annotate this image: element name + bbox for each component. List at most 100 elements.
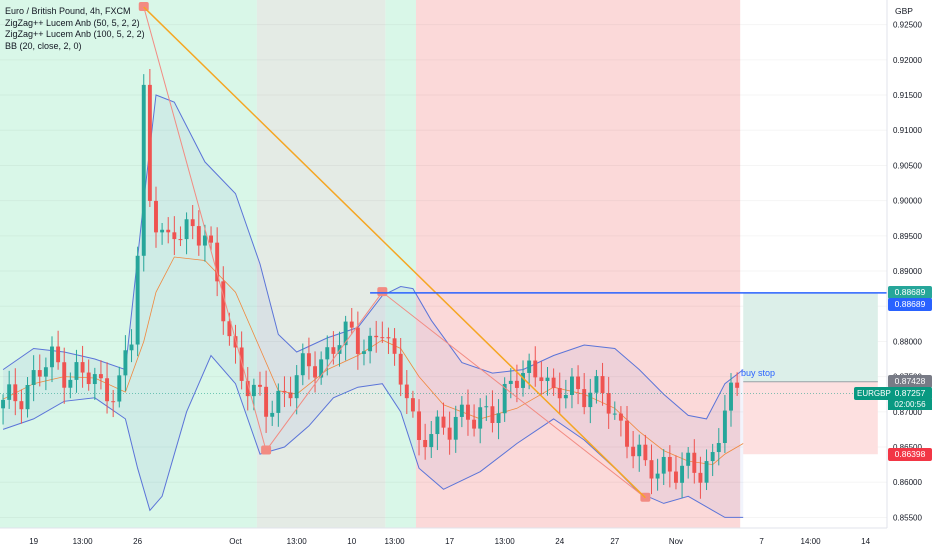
candle-body — [380, 337, 385, 339]
zone-gray — [256, 0, 386, 528]
candle-body — [276, 390, 281, 413]
candle-body — [258, 384, 262, 387]
candle-body — [404, 384, 409, 399]
y-tick-label: 0.85500 — [893, 513, 922, 522]
candle-body — [606, 393, 611, 414]
y-tick-label: 0.91500 — [893, 91, 922, 100]
candle-body — [239, 347, 244, 381]
candle-body — [637, 444, 642, 457]
candle-body — [692, 452, 697, 473]
legend-zigzag-50: ZigZag++ Lucem Anb (50, 5, 2, 2) — [5, 17, 140, 28]
candle-body — [563, 394, 568, 399]
x-tick-label: 13:00 — [287, 537, 308, 546]
candle-body — [251, 384, 256, 397]
trend-line[interactable] — [143, 6, 646, 499]
candle-body — [227, 321, 232, 337]
candle-body — [154, 200, 158, 233]
candle-body — [7, 384, 12, 400]
x-tick-label: 27 — [610, 537, 619, 546]
candle-body — [374, 335, 379, 338]
target-zone — [743, 292, 878, 382]
buy-stop-label: buy stop — [741, 367, 776, 378]
candle-body — [618, 413, 623, 421]
candle-body — [680, 465, 685, 483]
candle-body — [661, 456, 666, 474]
candle-body — [631, 446, 636, 457]
y-tick-label: 0.88000 — [893, 337, 922, 346]
candle-body — [704, 461, 709, 483]
candle-body — [735, 382, 740, 388]
candle-body — [160, 229, 165, 233]
candle-body — [435, 416, 440, 435]
y-tick-label: 0.89000 — [893, 267, 922, 276]
candle-body — [178, 239, 183, 241]
candle-body — [31, 370, 36, 385]
y-tick-label: 0.86500 — [893, 443, 922, 452]
legend-title: Euro / British Pound, 4h, FXCM — [5, 6, 131, 16]
candle-body — [245, 380, 250, 397]
candle-body — [331, 347, 336, 354]
candle-body — [105, 378, 110, 402]
candle-body — [306, 353, 311, 367]
price-axis-label: 0.86398 — [888, 447, 932, 461]
candle-body — [673, 471, 678, 483]
x-tick-label: 24 — [555, 537, 564, 546]
candle-body — [294, 375, 299, 399]
candle-body — [282, 390, 287, 393]
candle-body — [111, 401, 116, 403]
candle-body — [686, 452, 691, 466]
candle-body — [221, 281, 226, 322]
candle-body — [196, 226, 201, 246]
x-tick-label: 13:00 — [385, 537, 406, 546]
y-tick-label: 0.86000 — [893, 478, 922, 487]
candle-body — [288, 392, 293, 399]
candle-body — [576, 376, 581, 390]
candle-body — [313, 366, 317, 378]
candle-body — [466, 404, 470, 420]
y-tick-label: 0.91000 — [893, 126, 922, 135]
candle-body — [582, 389, 587, 408]
candle-body — [386, 337, 391, 339]
x-tick-label: 7 — [759, 537, 764, 546]
candle-body — [570, 376, 574, 395]
candle-body — [594, 376, 599, 393]
candle-body — [698, 472, 703, 483]
candle-body — [429, 434, 434, 448]
candle-body — [423, 439, 428, 448]
candle-body — [539, 377, 544, 382]
candle-body — [135, 255, 140, 345]
candle-body — [141, 84, 146, 256]
candle-body — [215, 242, 220, 282]
symbol-tag: EURGBP — [854, 387, 894, 401]
price-axis-label: 0.88689 — [888, 286, 932, 300]
candle-body — [19, 401, 24, 410]
x-tick-label: 13:00 — [495, 537, 516, 546]
legend-bollinger: BB (20, close, 2, 0) — [5, 40, 82, 51]
candle-body — [716, 443, 721, 453]
y-tick-label: 0.87000 — [893, 408, 922, 417]
candle-body — [545, 377, 550, 382]
candle-body — [527, 360, 532, 373]
y-tick-label: 0.90500 — [893, 161, 922, 170]
candle-body — [410, 398, 415, 412]
bar-countdown: 02:00:56 — [888, 399, 932, 411]
candle-body — [478, 407, 483, 429]
candle-body — [337, 345, 342, 354]
candle-body — [209, 235, 214, 243]
candle-body — [490, 406, 495, 423]
candle-body — [172, 232, 177, 240]
candle-body — [129, 344, 134, 351]
candle-body — [496, 413, 501, 423]
candle-body — [123, 350, 128, 376]
candle-body — [557, 388, 562, 399]
candle-body — [368, 335, 373, 352]
candle-body — [349, 321, 354, 328]
x-tick-label: Nov — [669, 537, 683, 546]
price-axis-label: 0.88689 — [888, 298, 932, 312]
candle-body — [655, 473, 660, 479]
candle-body — [649, 460, 654, 479]
candle-body — [184, 219, 189, 240]
x-tick-label: Oct — [229, 537, 242, 546]
